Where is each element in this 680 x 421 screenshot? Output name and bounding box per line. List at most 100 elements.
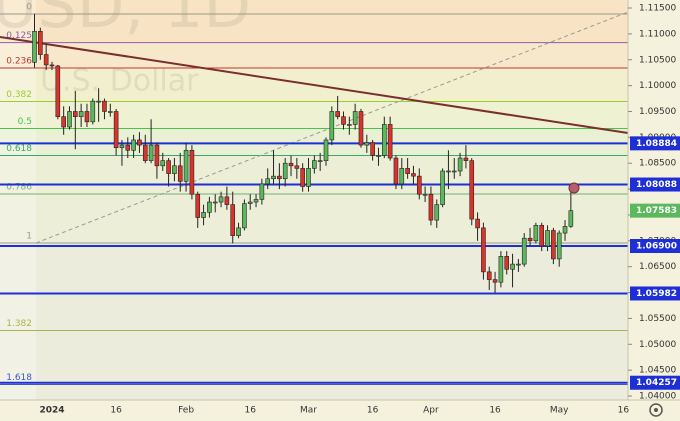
level-label: 1.08088 [636,180,677,190]
candle-body [341,116,346,125]
candle-body [416,175,422,195]
candle-body [259,183,265,200]
candle-body [49,64,55,67]
candle-body [113,111,119,148]
candle-body [73,111,78,117]
candle-body [300,168,305,187]
candle-body [335,111,340,117]
candle-body [317,160,323,162]
candle-body [434,204,440,221]
fib-band [0,242,628,331]
candle-body [195,193,201,218]
level-box [630,177,680,192]
candle-body [312,160,317,169]
candle-body [475,218,480,229]
level-label: 1.05982 [636,289,677,299]
candle-body [376,155,381,157]
y-tick-label: 1.09500 [639,107,676,117]
candle-body [148,144,154,161]
fib-bands [0,0,628,385]
y-tick-label: 1.06500 [639,262,676,272]
y-tick-label: 1.05500 [639,314,676,324]
candle-body [446,170,451,173]
candle-body [440,170,445,205]
candle-body [556,232,562,260]
candle-body [265,178,271,185]
fib-band [0,193,628,243]
watermark-description: U.S. Dollar [40,64,199,99]
candle-body [177,165,183,182]
level-box [630,286,680,301]
y-tick-label: 1.05000 [639,340,676,350]
candle-body [201,212,206,218]
gear-center[interactable] [654,408,658,412]
price-label: 1.07583 [636,206,677,216]
candle-body [125,144,131,151]
candle-body [294,165,300,169]
candle-body [78,111,84,117]
candle-body [516,263,521,266]
candle-body [154,144,160,167]
fib-label: 0.786 [6,182,32,192]
level-label: 1.06900 [636,241,677,251]
candle-body [463,157,469,161]
candle-body [224,196,230,205]
candles [32,13,574,293]
candle-body [562,226,568,234]
candle-body [277,175,282,180]
fib-label: 0.382 [6,90,32,100]
candle-body [405,168,410,174]
fib-label: 0.125 [6,31,32,41]
candle-body [32,30,37,63]
candle-body [96,100,101,103]
candle-body [504,256,510,270]
fib-band [0,330,628,385]
x-tick-label: 16 [618,406,630,416]
candle-body [282,162,288,180]
candle-body [323,139,329,161]
watermark-symbol: USD, 1D [0,0,251,42]
level-label: 1.08884 [636,139,677,149]
candle-body [358,111,364,146]
candle-body [533,224,539,242]
x-tick-label: 16 [367,406,379,416]
fib-label: 0.5 [18,117,32,127]
y-tick-label: 1.10500 [639,55,676,65]
candle-body [568,210,574,227]
fib-label: 1 [26,231,32,241]
history-shade [0,0,36,400]
candle-body [131,139,136,151]
candle-body [247,201,253,204]
settings-icon[interactable] [649,403,663,417]
candle-body [271,175,276,180]
fib-band [0,14,628,43]
candle-body [393,157,399,185]
candle-body [521,237,527,265]
candle-body [288,162,294,167]
candle-body [166,160,171,174]
candle-body [207,201,212,213]
y-tick-label: 1.04000 [639,392,676,402]
candle-body [230,204,236,236]
candle-body [451,170,457,173]
candle-body [107,111,113,113]
y-tick-label: 1.08500 [639,159,676,169]
candle-body [411,173,416,177]
level-box [630,375,680,390]
fib-label: 0.236 [6,57,32,67]
candle-body [119,144,125,148]
candle-body [387,124,393,159]
candle-body [469,160,475,220]
candle-body [364,142,370,146]
fib-band [0,0,628,15]
candle-body [242,203,247,229]
level-label: 1.04257 [636,378,677,388]
candle-body [545,230,550,247]
candle-body [55,65,61,117]
candle-body [492,279,498,283]
price-box [630,203,680,218]
x-tick-label: 16 [110,406,122,416]
gear[interactable] [649,403,663,417]
